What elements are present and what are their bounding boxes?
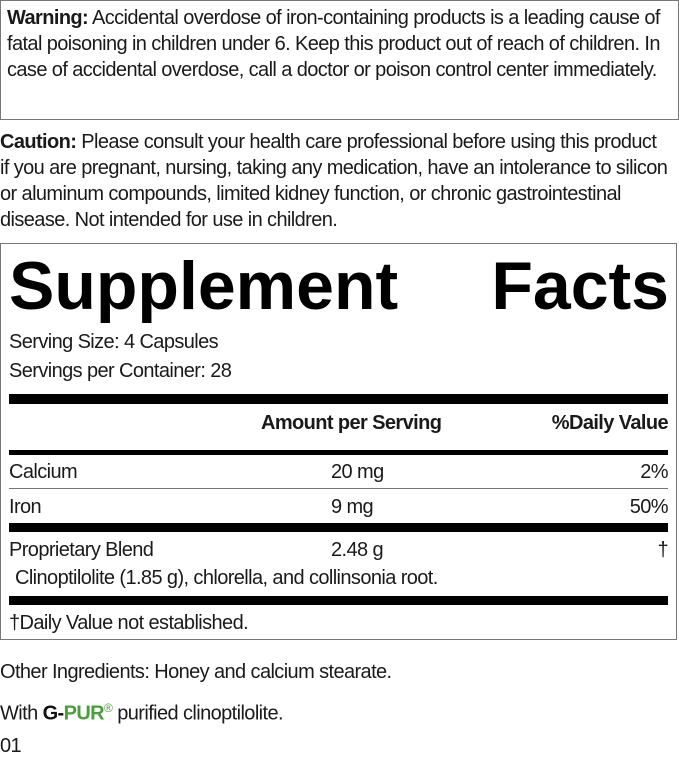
warning-text: Accidental overdose of iron-containing p… xyxy=(7,7,660,81)
brand-g: G- xyxy=(42,702,65,725)
nutrient-dv: 50% xyxy=(629,496,669,518)
warning-label: Warning: xyxy=(7,7,89,29)
nutrient-dv: 2% xyxy=(640,461,668,483)
registered-mark: ® xyxy=(104,701,113,715)
with-prefix: With xyxy=(0,702,43,725)
divider-thick xyxy=(9,394,668,404)
divider-thick xyxy=(9,596,668,605)
nutrient-name: Iron xyxy=(9,496,42,518)
other-ingredients: Other Ingredients: Honey and calcium ste… xyxy=(0,661,392,683)
nutrient-amount: 2.48 g xyxy=(331,539,384,561)
divider-thick xyxy=(9,523,668,532)
footnote: †Daily Value not established. xyxy=(9,612,249,634)
nutrient-name: Calcium xyxy=(9,461,78,483)
blend-detail: Clinoptilolite (1.85 g), chlorella, and … xyxy=(15,567,438,589)
nutrient-amount: 9 mg xyxy=(331,496,374,518)
with-suffix: purified clinoptilolite. xyxy=(112,702,283,725)
table-row: Calcium 20 mg 2% xyxy=(9,459,669,485)
caution-label: Caution: xyxy=(0,131,77,153)
supplement-facts-panel: Supplement Facts Serving Size: 4 Capsules… xyxy=(0,243,677,640)
divider-thin xyxy=(9,488,668,489)
label-code: 01 xyxy=(0,735,22,757)
nutrient-name: Proprietary Blend xyxy=(9,539,154,561)
nutrient-amount: 20 mg xyxy=(331,461,384,483)
with-gpur-line: With G-PUR® purified clinoptilolite. xyxy=(0,695,284,727)
table-row: Proprietary Blend 2.48 g † xyxy=(9,537,669,563)
serving-size: Serving Size: 4 Capsules xyxy=(9,331,219,353)
facts-title: Supplement Facts xyxy=(9,246,669,326)
caution-text-block: Caution: Please consult your health care… xyxy=(0,129,670,233)
caution-text: Please consult your health care professi… xyxy=(0,131,668,231)
warning-box: Warning: Accidental overdose of iron-con… xyxy=(0,0,679,120)
header-amount: Amount per Serving xyxy=(261,412,442,434)
table-row: Iron 9 mg 50% xyxy=(9,494,669,520)
servings-per-container: Servings per Container: 28 xyxy=(9,360,232,382)
divider-medium xyxy=(9,450,668,455)
nutrient-dv: † xyxy=(657,539,668,561)
title-word-1: Supplement xyxy=(9,248,399,324)
title-word-2: Facts xyxy=(491,248,669,324)
brand-pur: PUR xyxy=(63,702,105,725)
header-dv: %Daily Value xyxy=(551,412,669,434)
